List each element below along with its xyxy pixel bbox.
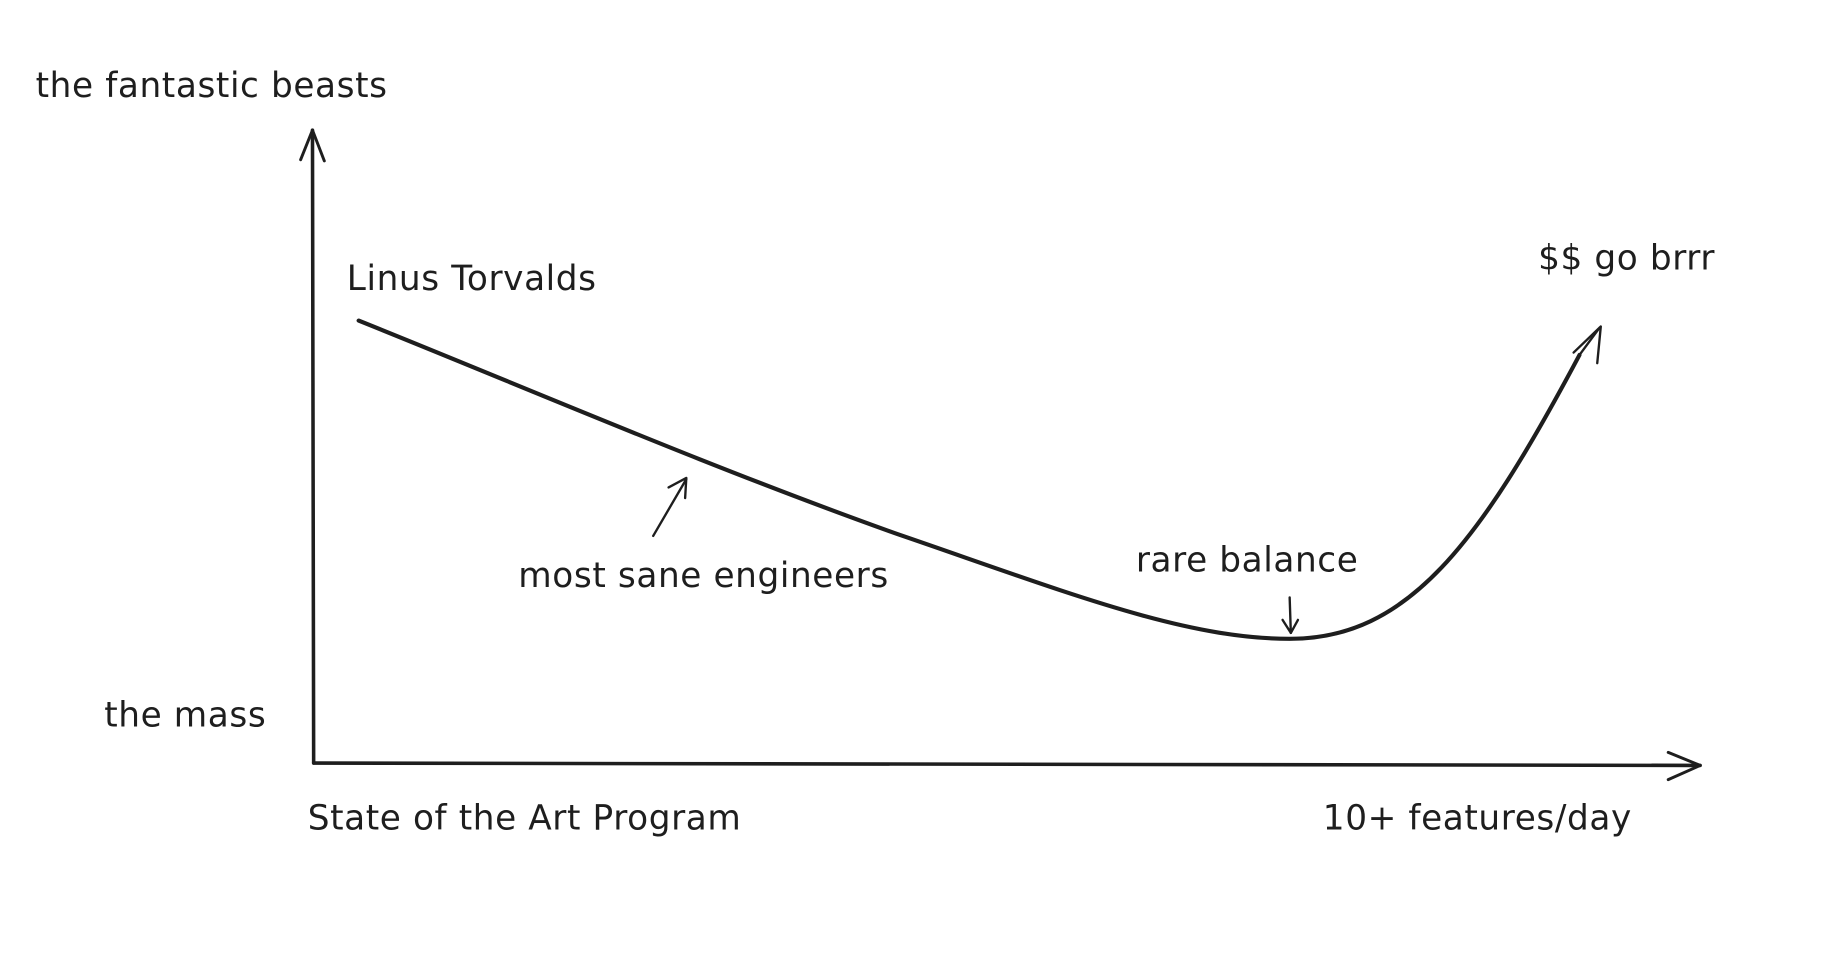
y-axis-bottom-label: the mass bbox=[104, 695, 266, 735]
x-axis-right-label: 10+ features/day bbox=[1323, 798, 1632, 838]
annotation-linus-torvalds: Linus Torvalds bbox=[347, 259, 597, 299]
y-axis-top-label: the fantastic beasts bbox=[36, 66, 388, 106]
x-axis-left-label: State of the Art Program bbox=[308, 798, 742, 838]
y-axis bbox=[299, 128, 326, 765]
annotation-most-sane-engineers: most sane engineers bbox=[518, 556, 889, 596]
arrow-most-sane-engineers bbox=[652, 476, 688, 538]
curve bbox=[356, 318, 1602, 641]
annotation-rare-balance: rare balance bbox=[1136, 540, 1359, 580]
annotation-money-go-brrr: $$ go brrr bbox=[1538, 239, 1715, 279]
x-axis bbox=[311, 750, 1702, 782]
arrow-rare-balance bbox=[1281, 596, 1300, 635]
